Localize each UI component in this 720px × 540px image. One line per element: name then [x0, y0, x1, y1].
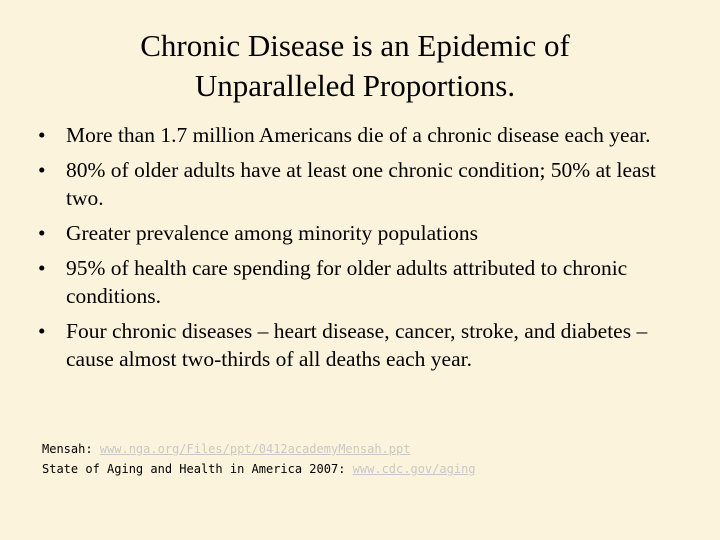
bullet-marker: •: [38, 319, 46, 343]
bullet-marker: •: [38, 221, 46, 245]
bullet-text: Four chronic diseases – heart disease, c…: [66, 319, 648, 371]
bullet-marker: •: [38, 123, 46, 147]
slide-title: Chronic Disease is an Epidemic of Unpara…: [60, 26, 650, 106]
reference-line: Mensah: www.nga.org/Files/ppt/0412academ…: [42, 439, 476, 459]
slide-title-line-1: Chronic Disease is an Epidemic of: [140, 28, 570, 63]
bullet-item: • More than 1.7 million Americans die of…: [38, 121, 688, 149]
bullet-text: 95% of health care spending for older ad…: [66, 256, 628, 308]
bullet-item: • Greater prevalence among minority popu…: [38, 219, 688, 247]
references: Mensah: www.nga.org/Files/ppt/0412academ…: [42, 439, 476, 479]
bullet-marker: •: [38, 158, 46, 182]
slide-title-line-2: Unparalleled Proportions.: [194, 68, 516, 103]
bullet-item: • 80% of older adults have at least one …: [38, 156, 688, 212]
bullet-text: 80% of older adults have at least one ch…: [66, 158, 656, 210]
reference-label: Mensah:: [42, 442, 100, 456]
reference-label: State of Aging and Health in America 200…: [42, 462, 353, 476]
bullet-text: More than 1.7 million Americans die of a…: [66, 123, 651, 147]
bullet-item: • Four chronic diseases – heart disease,…: [38, 317, 688, 373]
bullet-item: • 95% of health care spending for older …: [38, 254, 688, 310]
bullet-list: • More than 1.7 million Americans die of…: [38, 121, 688, 380]
bullet-text: Greater prevalence among minority popula…: [66, 221, 478, 245]
reference-link-cdc[interactable]: www.cdc.gov/aging: [352, 462, 476, 476]
bullet-marker: •: [38, 256, 46, 280]
reference-link-mensah[interactable]: www.nga.org/Files/ppt/0412academyMensah.…: [99, 442, 411, 456]
reference-line: State of Aging and Health in America 200…: [42, 459, 476, 479]
